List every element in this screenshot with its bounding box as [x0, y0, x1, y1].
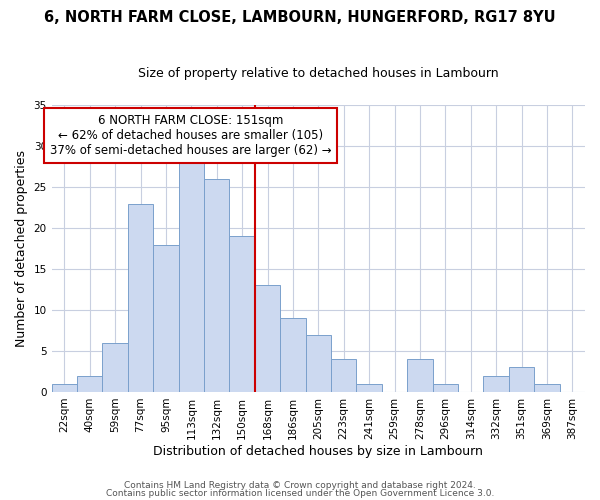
Bar — [128, 204, 153, 392]
X-axis label: Distribution of detached houses by size in Lambourn: Distribution of detached houses by size … — [154, 444, 483, 458]
Bar — [433, 384, 458, 392]
Bar — [255, 286, 280, 392]
Text: 6, NORTH FARM CLOSE, LAMBOURN, HUNGERFORD, RG17 8YU: 6, NORTH FARM CLOSE, LAMBOURN, HUNGERFOR… — [44, 10, 556, 25]
Text: Contains HM Land Registry data © Crown copyright and database right 2024.: Contains HM Land Registry data © Crown c… — [124, 481, 476, 490]
Bar — [179, 162, 204, 392]
Y-axis label: Number of detached properties: Number of detached properties — [15, 150, 28, 347]
Bar — [407, 359, 433, 392]
Bar — [331, 359, 356, 392]
Bar — [509, 368, 534, 392]
Text: 6 NORTH FARM CLOSE: 151sqm
← 62% of detached houses are smaller (105)
37% of sem: 6 NORTH FARM CLOSE: 151sqm ← 62% of deta… — [50, 114, 331, 157]
Bar — [153, 244, 179, 392]
Text: Contains public sector information licensed under the Open Government Licence 3.: Contains public sector information licen… — [106, 488, 494, 498]
Bar — [52, 384, 77, 392]
Bar — [280, 318, 305, 392]
Bar — [204, 179, 229, 392]
Bar — [103, 343, 128, 392]
Bar — [77, 376, 103, 392]
Bar — [305, 334, 331, 392]
Bar — [484, 376, 509, 392]
Bar — [229, 236, 255, 392]
Title: Size of property relative to detached houses in Lambourn: Size of property relative to detached ho… — [138, 68, 499, 80]
Bar — [534, 384, 560, 392]
Bar — [356, 384, 382, 392]
